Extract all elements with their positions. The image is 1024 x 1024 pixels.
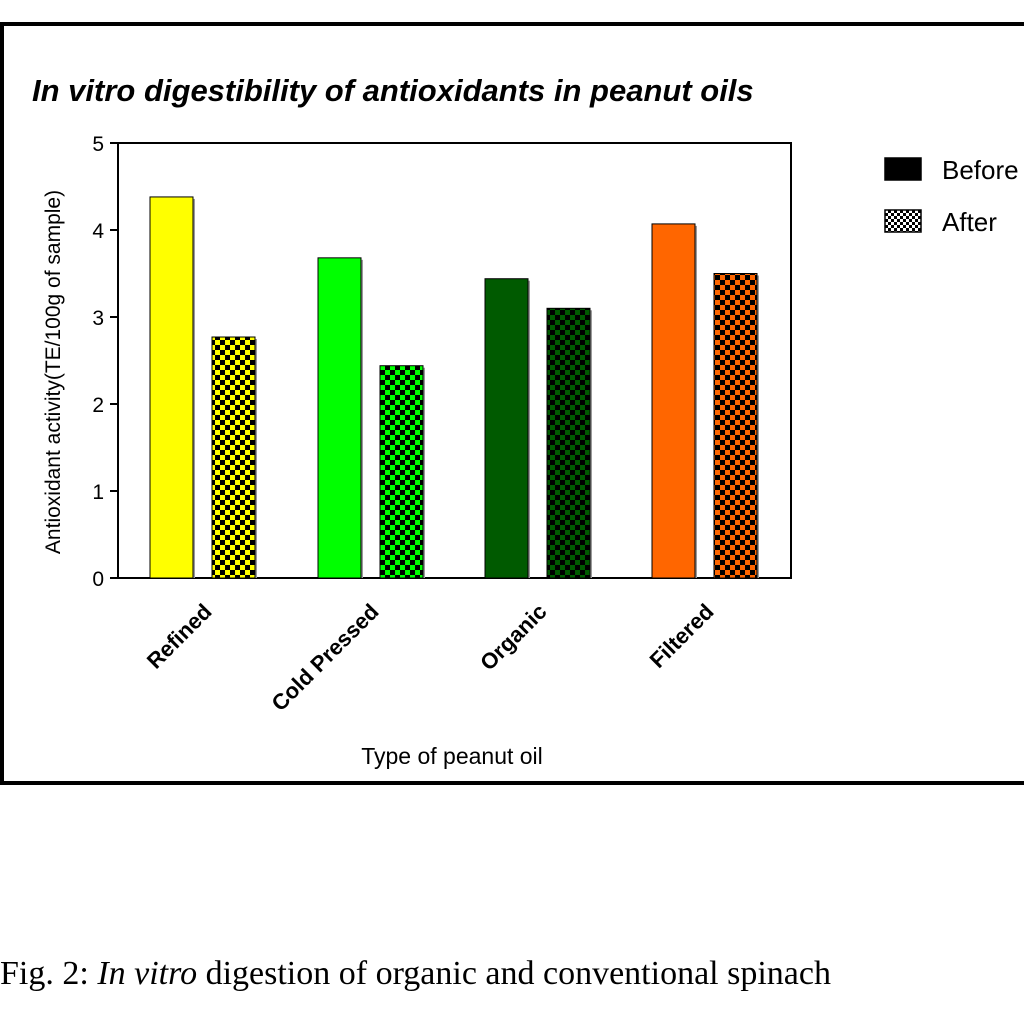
frame-left-border — [0, 22, 4, 785]
bars-group — [149, 196, 759, 579]
plot-area — [117, 142, 792, 579]
y-tick-label: 3 — [92, 307, 104, 330]
x-axis-ticks: Refined Cold Pressed Organic Filtered — [142, 599, 719, 716]
legend-label-before: Before — [942, 155, 1019, 185]
bar-cold-pressed-before — [317, 257, 362, 579]
y-tick-label: 4 — [92, 220, 104, 243]
caption-label: Fig. 2: — [0, 955, 98, 992]
legend: Before After — [884, 155, 1019, 237]
x-axis-label: Type of peanut oil — [361, 743, 543, 769]
x-tick-label: Organic — [475, 599, 551, 675]
bar-cold-pressed-after — [379, 365, 424, 579]
frame-top-border — [0, 22, 1024, 26]
frame-bottom-border — [0, 781, 1024, 785]
bar-filtered-before — [651, 223, 696, 579]
x-tick-label: Filtered — [645, 599, 719, 673]
bar-refined-before — [149, 196, 194, 579]
bar-organic-before — [484, 278, 529, 579]
caption-text: digestion of organic and conventional sp… — [197, 955, 831, 992]
x-tick-label: Cold Pressed — [266, 599, 383, 716]
chart: In vitro digestibility of antioxidants i… — [32, 73, 1019, 769]
legend-label-after: After — [942, 207, 997, 237]
x-tick-label: Refined — [142, 599, 217, 674]
y-tick-label: 2 — [92, 394, 104, 417]
y-tick-label: 0 — [92, 568, 104, 591]
chart-title: In vitro digestibility of antioxidants i… — [32, 73, 754, 108]
y-axis-ticks: 0 1 2 3 4 5 — [92, 133, 118, 591]
bar-refined-after — [211, 336, 256, 579]
bar-filtered-after — [713, 273, 758, 579]
legend-swatch-before — [884, 157, 922, 181]
bar-organic-after — [546, 307, 591, 579]
figure-caption: Fig. 2: In vitro digestion of organic an… — [0, 955, 1024, 993]
legend-swatch-after — [884, 209, 922, 233]
y-tick-label: 1 — [92, 481, 104, 504]
y-tick-label: 5 — [92, 133, 104, 156]
caption-italic: In vitro — [97, 955, 198, 992]
y-axis-label: Antioxidant activity(TE/100g of sample) — [42, 190, 65, 554]
